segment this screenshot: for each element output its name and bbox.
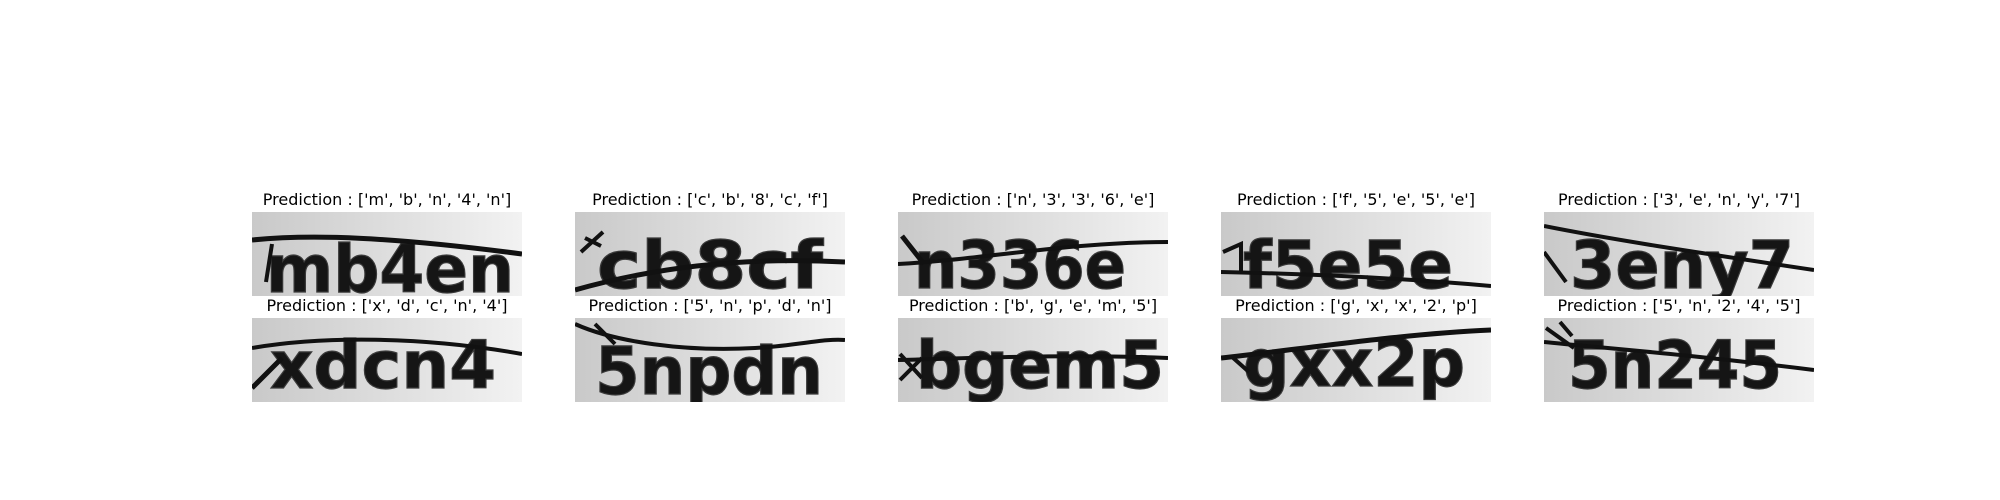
captcha-image: xdcn4	[252, 318, 522, 402]
captcha-text: f5e5e	[1243, 227, 1453, 296]
panel-title: Prediction : ['3', 'e', 'n', 'y', '7']	[1557, 190, 1800, 209]
panel-title: Prediction : ['g', 'x', 'x', '2', 'p']	[1235, 296, 1477, 315]
captcha-text: 5n245	[1568, 327, 1782, 402]
captcha-text: bgem5	[916, 327, 1164, 402]
captcha-image: 3eny7	[1544, 212, 1814, 296]
captcha-image: n336e	[898, 212, 1168, 296]
panel-title: Prediction : ['c', 'b', '8', 'c', 'f']	[592, 190, 828, 209]
panel-title: Prediction : ['5', 'n', '2', '4', '5']	[1557, 296, 1801, 315]
captcha-text: n336e	[914, 227, 1126, 296]
captcha-image: cb8cf	[575, 212, 845, 296]
captcha-image: bgem5	[898, 318, 1168, 402]
captcha-image: mb4en	[252, 212, 522, 296]
captcha-image: 5npdn	[575, 318, 845, 402]
panel-title: Prediction : ['f', '5', 'e', '5', 'e']	[1237, 190, 1475, 209]
panel-title: Prediction : ['n', '3', '3', '6', 'e']	[911, 190, 1155, 209]
captcha-text: gxx2p	[1243, 325, 1465, 402]
panel-title: Prediction : ['5', 'n', 'p', 'd', 'n']	[588, 296, 832, 315]
panel-title: Prediction : ['m', 'b', 'n', '4', 'n']	[262, 190, 512, 209]
captcha-image: gxx2p	[1221, 318, 1491, 402]
panel-title: Prediction : ['x', 'd', 'c', 'n', '4']	[266, 296, 508, 315]
captcha-image: 5n245	[1544, 318, 1814, 402]
panel-title: Prediction : ['b', 'g', 'e', 'm', '5']	[908, 296, 1158, 315]
captcha-image: f5e5e	[1221, 212, 1491, 296]
